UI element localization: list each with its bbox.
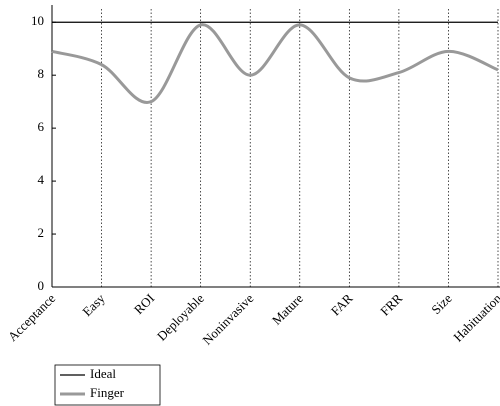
y-tick-label: 0 — [38, 278, 45, 293]
x-tick-label: Deployable — [154, 290, 207, 343]
series-line — [51, 23, 499, 104]
y-tick-label: 4 — [38, 172, 45, 187]
legend-box — [54, 364, 161, 406]
legend-label: Finger — [90, 385, 125, 400]
y-tick-label: 2 — [38, 225, 45, 240]
x-tick-label: Habituation — [450, 290, 500, 344]
x-tick-label: ROI — [131, 291, 157, 317]
legend: Ideal Finger — [54, 364, 161, 406]
x-tick-label: Mature — [269, 290, 306, 327]
x-tick-label: FAR — [328, 290, 356, 318]
x-tick-label: Easy — [79, 290, 108, 319]
legend-label: Ideal — [90, 366, 116, 381]
x-tick-label: Size — [428, 290, 455, 317]
y-tick-label: 8 — [38, 66, 45, 81]
x-tick-label: FRR — [377, 290, 405, 318]
y-tick-label: 6 — [38, 119, 45, 134]
y-tick-label: 10 — [31, 13, 44, 28]
x-tick-label: Acceptance — [5, 290, 59, 344]
x-tick-label: Noninvasive — [199, 290, 256, 347]
